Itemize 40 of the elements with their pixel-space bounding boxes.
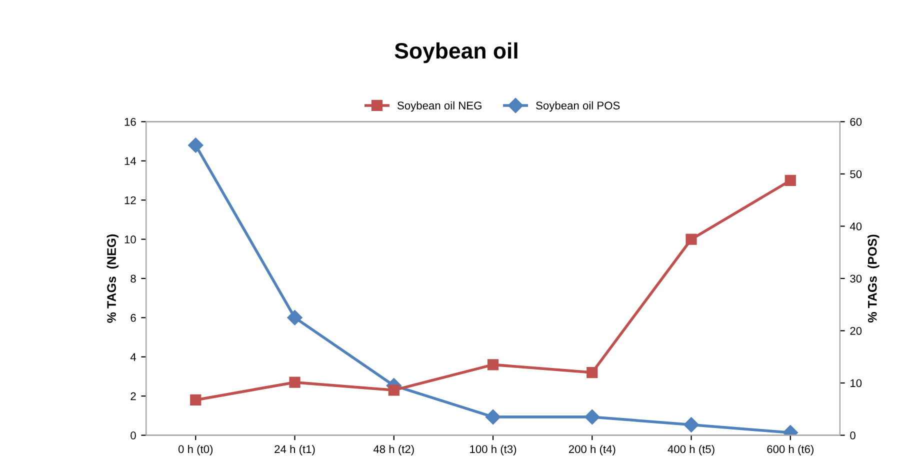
y2-axis-title: % TAGs (POS) <box>868 234 880 322</box>
y-tick-label: 2 <box>130 392 136 400</box>
chart-title: Soybean oil <box>394 42 518 64</box>
point <box>485 409 501 425</box>
y-tick-label: 14 <box>124 157 136 165</box>
y-axis-title: % TAGs (NEG) <box>106 234 118 323</box>
point <box>487 359 499 370</box>
x-tick-label: 400 h (t5) <box>668 444 714 456</box>
legend-label: Soybean oil POS <box>536 101 620 112</box>
point <box>784 174 796 186</box>
y-tick-label: 0 <box>130 432 136 440</box>
x-tick-label: 24 h (t1) <box>274 444 315 456</box>
y2-tick-label: 40 <box>850 222 862 230</box>
y-tick-label: 16 <box>124 118 136 126</box>
x-tick-label: 200 h (t4) <box>568 444 616 456</box>
y2-tick-label: 0 <box>850 432 856 440</box>
y-tick-label: 12 <box>124 196 136 204</box>
point <box>584 409 600 425</box>
legend-label: Soybean oil NEG <box>397 101 482 112</box>
y-tick-label: 8 <box>130 274 136 283</box>
point <box>287 310 302 326</box>
point <box>190 394 202 406</box>
x-tick-label: 0 h (t0) <box>178 444 213 456</box>
y2-tick-label: 30 <box>850 274 862 283</box>
point <box>388 384 400 396</box>
y-tick-label: 6 <box>130 314 136 322</box>
x-tick-label: 600 h (t6) <box>767 444 814 456</box>
y-tick-label: 4 <box>130 353 136 361</box>
point <box>289 376 300 388</box>
point <box>684 417 699 432</box>
point <box>586 366 598 378</box>
x-tick-label: 100 h (t3) <box>470 444 516 456</box>
y2-tick-label: 20 <box>850 326 862 335</box>
y-tick-label: 10 <box>124 236 136 244</box>
y2-tick-label: 50 <box>850 170 862 178</box>
y2-tick-label: 60 <box>850 118 862 126</box>
point <box>686 234 697 245</box>
x-tick-label: 48 h (t2) <box>373 444 414 456</box>
y2-tick-label: 10 <box>850 379 862 388</box>
point <box>188 138 204 153</box>
